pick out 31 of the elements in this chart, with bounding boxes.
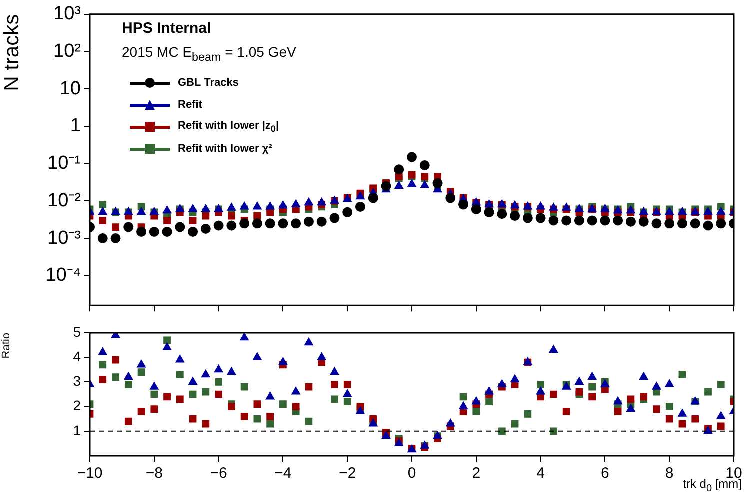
legend-label: Refit with lower |z$_{0}$| [178,120,280,134]
y-tick-label: 3 [73,373,82,390]
y-tick-label: 10⁻² [48,190,81,212]
y-axis-title: Ratio [0,333,13,359]
x-tick-label: 4 [536,465,545,482]
x-tick-label: −2 [339,465,356,482]
x-tick-label: −8 [146,465,163,482]
y-tick-label: 10² [54,40,81,62]
x-tick-label: 8 [665,465,674,482]
legend-label: GBL Tracks [178,77,239,89]
y-tick-label: 10⁻⁴ [46,265,81,286]
y-tick-label: 5 [73,324,82,340]
y-tick-label: 2 [73,398,82,414]
legend-label: Refit [178,99,202,111]
x-tick-label: −6 [210,465,228,482]
legend-label: Refit with lower χ² [178,143,272,155]
x-tick-label: 2 [472,465,481,482]
y-tick-label: 10 [60,78,81,100]
annotation: HPS Internal [122,20,212,37]
x-tick-label: 0 [408,465,416,482]
x-tick-label: 6 [601,465,610,482]
x-tick-label: −10 [77,465,103,482]
x-tick-label: −4 [274,465,292,482]
y-tick-label: 10⁻³ [48,228,81,249]
y-tick-label: 4 [73,348,82,364]
y-tick-label: 1 [73,422,82,438]
y-axis-title: N tracks [0,14,24,92]
y-tick-label: 1 [70,116,81,137]
y-tick-label: 10⁻¹ [48,153,81,174]
y-tick-label: 10³ [54,4,81,25]
annotation: 2015 MC E$_{beam}$ = 1.05 GeV [122,44,296,64]
